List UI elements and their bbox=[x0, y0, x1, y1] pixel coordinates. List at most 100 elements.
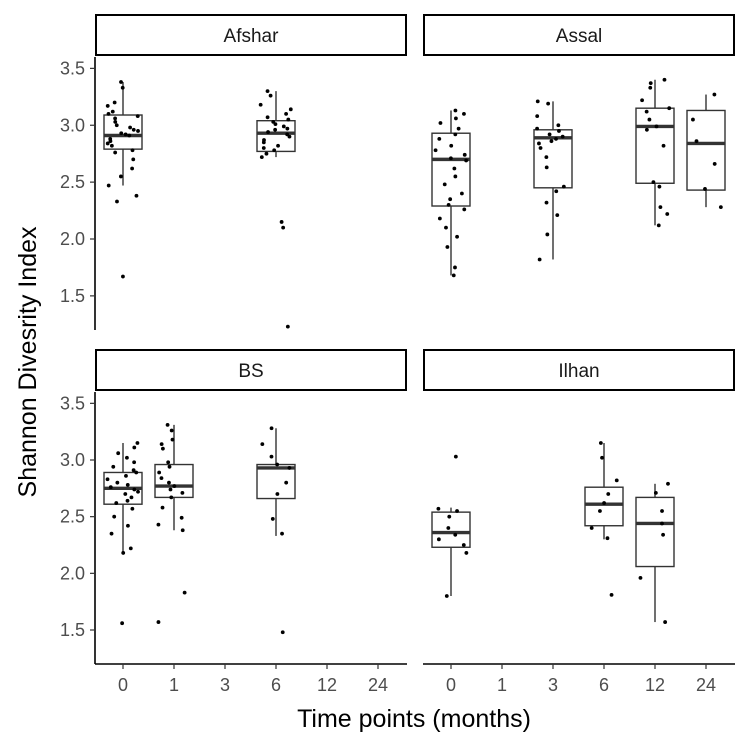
box-iqr bbox=[635, 496, 675, 568]
data-point bbox=[436, 537, 441, 542]
data-point bbox=[121, 551, 126, 555]
data-point bbox=[125, 498, 130, 503]
data-point bbox=[535, 99, 540, 104]
y-tick-label: 2.5 bbox=[60, 172, 85, 192]
data-point bbox=[266, 130, 270, 134]
data-point bbox=[167, 480, 171, 485]
x-tick-label: 12 bbox=[317, 675, 337, 695]
data-point bbox=[651, 180, 656, 185]
x-tick-label: 1 bbox=[497, 675, 507, 695]
data-point bbox=[119, 174, 123, 179]
data-point bbox=[127, 133, 132, 138]
data-point bbox=[130, 148, 135, 153]
data-point bbox=[119, 131, 124, 136]
data-point bbox=[135, 114, 140, 119]
data-point bbox=[165, 422, 170, 427]
box-bs-1 bbox=[154, 422, 194, 624]
panel-bs: BS 1.5 2.0 2.5 3.0 3.5 0 1 3 6 12 24 bbox=[60, 349, 407, 695]
data-point bbox=[130, 506, 135, 511]
box-ilhan-6 bbox=[584, 441, 624, 597]
data-point bbox=[662, 77, 667, 82]
data-point bbox=[437, 216, 442, 221]
data-point bbox=[545, 232, 550, 237]
data-point bbox=[169, 495, 174, 500]
data-point bbox=[712, 92, 717, 97]
data-point bbox=[554, 189, 559, 194]
data-point bbox=[126, 523, 130, 528]
data-point bbox=[446, 202, 451, 207]
data-point bbox=[129, 495, 134, 500]
data-point bbox=[453, 174, 458, 179]
data-point bbox=[284, 111, 288, 116]
data-point bbox=[108, 485, 113, 490]
data-point bbox=[462, 152, 467, 157]
data-point bbox=[132, 445, 137, 450]
y-tick-label: 3.0 bbox=[60, 450, 85, 470]
data-point bbox=[665, 212, 670, 216]
data-point bbox=[660, 521, 664, 526]
data-point bbox=[648, 81, 653, 86]
box-assal-12 bbox=[635, 77, 675, 228]
data-point bbox=[109, 531, 114, 536]
x-tick-label: 24 bbox=[696, 675, 716, 695]
x-tick-label: 3 bbox=[548, 675, 558, 695]
data-point bbox=[160, 505, 165, 510]
data-point bbox=[265, 115, 270, 120]
data-point bbox=[660, 509, 664, 513]
data-point bbox=[288, 107, 293, 112]
box-bs-0 bbox=[103, 441, 143, 626]
data-point bbox=[547, 132, 552, 137]
box-bs-6 bbox=[256, 426, 296, 635]
data-point bbox=[538, 146, 543, 150]
data-point bbox=[638, 575, 643, 580]
data-point bbox=[464, 551, 469, 555]
data-point bbox=[589, 526, 594, 530]
y-tick-label: 2.5 bbox=[60, 507, 85, 527]
data-point bbox=[128, 546, 133, 551]
data-point bbox=[279, 220, 284, 224]
data-point bbox=[125, 483, 130, 487]
data-point bbox=[453, 132, 458, 137]
strip-label-assal: Assal bbox=[556, 26, 602, 47]
data-point bbox=[106, 183, 111, 188]
data-point bbox=[159, 442, 164, 447]
data-point bbox=[105, 104, 110, 108]
data-point bbox=[442, 182, 447, 187]
data-point bbox=[447, 514, 452, 519]
data-point bbox=[666, 481, 670, 486]
strip-label-bs: BS bbox=[238, 361, 263, 382]
data-point bbox=[452, 166, 457, 171]
data-point bbox=[600, 455, 604, 460]
data-point bbox=[157, 470, 162, 475]
box-iqr bbox=[686, 109, 726, 191]
data-point bbox=[180, 490, 185, 495]
data-point bbox=[444, 594, 449, 598]
data-point bbox=[275, 462, 280, 467]
x-tick-label: 1 bbox=[169, 675, 179, 695]
data-point bbox=[136, 489, 140, 494]
x-tick-label: 12 bbox=[645, 675, 665, 695]
data-point bbox=[115, 480, 120, 485]
data-point bbox=[555, 213, 560, 218]
data-point bbox=[125, 455, 129, 460]
data-point bbox=[260, 442, 265, 447]
data-point bbox=[453, 108, 458, 113]
panel-afshar: Afshar 1.5 2.0 2.5 3.0 3.5 bbox=[60, 14, 407, 330]
data-point bbox=[261, 146, 266, 150]
strip-ilhan bbox=[423, 349, 735, 391]
data-point bbox=[658, 205, 663, 210]
y-tick-label: 3.5 bbox=[60, 393, 85, 413]
data-point bbox=[556, 123, 561, 128]
data-point bbox=[265, 89, 270, 94]
box-afshar-6 bbox=[256, 89, 296, 329]
data-point bbox=[275, 492, 280, 496]
data-point bbox=[280, 630, 285, 635]
data-point bbox=[535, 114, 540, 119]
box-iqr bbox=[103, 114, 143, 150]
data-point bbox=[461, 543, 466, 547]
data-point bbox=[462, 111, 466, 116]
box-iqr bbox=[635, 107, 675, 184]
data-point bbox=[537, 257, 542, 262]
data-point bbox=[712, 162, 717, 166]
data-point bbox=[130, 166, 135, 171]
